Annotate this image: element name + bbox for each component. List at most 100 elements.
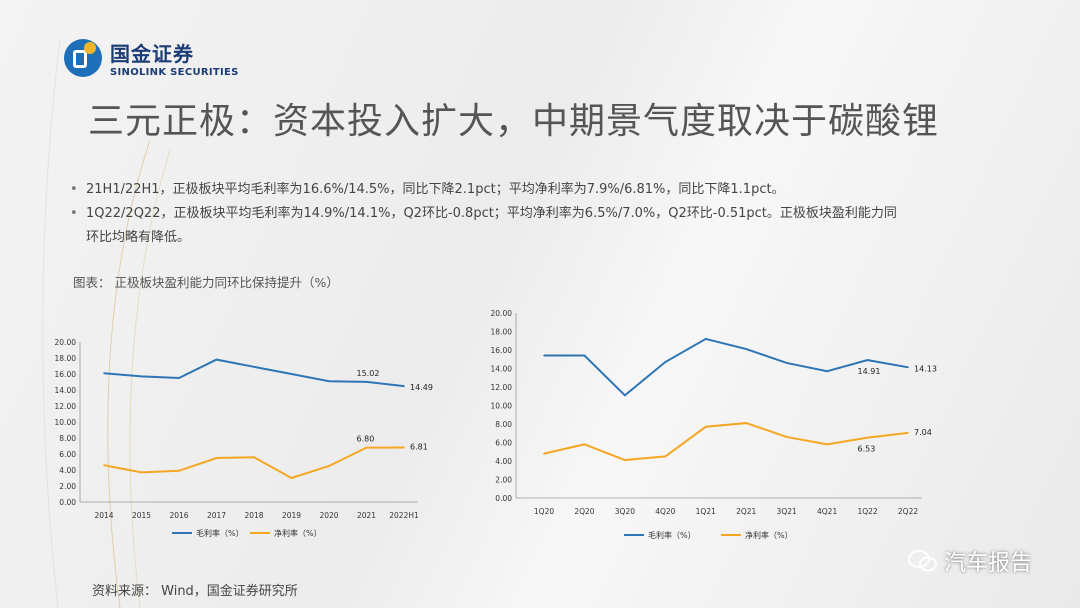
data-point <box>907 432 909 434</box>
x-tick-label: 3Q20 <box>615 507 635 516</box>
data-point <box>785 362 788 364</box>
wechat-icon <box>908 550 937 572</box>
data-point <box>215 358 218 361</box>
data-point <box>103 464 105 467</box>
data-point <box>215 457 218 459</box>
x-tick-label: 2018 <box>244 511 263 520</box>
y-tick-label: 6.00 <box>495 439 512 448</box>
y-tick-label: 14.00 <box>491 365 513 374</box>
data-point <box>866 436 869 439</box>
data-point <box>328 465 330 467</box>
series-line-gross-margin <box>544 337 909 397</box>
data-point <box>583 443 586 446</box>
x-tick-label: 2021 <box>357 511 376 520</box>
bullet-dot-icon: • <box>70 182 78 197</box>
slide-title: 三元正极：资本投入扩大，中期景气度取决于碳酸锂 <box>88 101 940 142</box>
data-label: 14.13 <box>914 364 937 373</box>
data-label: 6.80 <box>357 435 375 444</box>
x-tick-label: 2Q21 <box>736 507 756 516</box>
data-point <box>826 443 828 446</box>
legend-label: 毛利率（%） <box>196 528 244 538</box>
figure-title: 图表： 正极板块盈利能力同环比保持提升（%） <box>73 275 339 290</box>
x-tick-label: 2017 <box>207 511 226 520</box>
data-point <box>624 459 626 461</box>
y-tick-label: 6.00 <box>59 450 76 459</box>
data-point <box>140 471 143 474</box>
bullet-text: 21H1/22H1，正极板块平均毛利率为16.6%/14.5%，同比下降2.1p… <box>86 182 785 197</box>
data-label: 6.81 <box>410 443 428 452</box>
data-label: 14.49 <box>410 383 433 392</box>
bullet-text: 环比均略有降低。 <box>86 230 191 245</box>
legend-label: 毛利率（%） <box>648 530 696 540</box>
data-point <box>290 373 293 375</box>
x-tick-label: 3Q21 <box>777 507 797 516</box>
y-tick-label: 10.00 <box>491 402 513 411</box>
x-tick-label: 2Q20 <box>574 507 594 516</box>
y-tick-label: 20.00 <box>55 338 77 347</box>
bullet-dot-icon: • <box>70 206 78 221</box>
data-point <box>178 377 180 379</box>
y-tick-label: 2.00 <box>59 482 76 491</box>
data-point <box>583 354 586 357</box>
x-tick-label: 2015 <box>132 511 151 520</box>
x-tick-label: 2016 <box>169 511 188 520</box>
series-line-net-margin <box>543 422 909 462</box>
y-tick-label: 4.00 <box>495 457 512 466</box>
data-point <box>624 394 626 397</box>
y-tick-label: 4.00 <box>59 466 76 475</box>
data-point <box>543 452 545 455</box>
y-tick-label: 8.00 <box>59 434 76 443</box>
data-point <box>178 470 180 472</box>
watermark-text: 汽车报告 <box>944 551 1033 576</box>
data-point <box>826 370 828 373</box>
logo-cn-text: 国金证券 <box>110 42 194 66</box>
data-point <box>403 385 405 387</box>
y-tick-label: 16.00 <box>491 346 513 355</box>
x-tick-label: 4Q21 <box>817 507 837 516</box>
data-point <box>704 338 707 340</box>
y-tick-label: 8.00 <box>495 420 512 429</box>
data-point <box>664 361 667 363</box>
data-label: 7.04 <box>914 428 932 437</box>
x-tick-label: 2022H1 <box>389 511 419 520</box>
data-point <box>253 456 255 459</box>
y-tick-label: 20.00 <box>491 309 513 318</box>
y-tick-label: 16.00 <box>55 370 77 379</box>
data-point <box>328 380 330 383</box>
legend-label: 净利率（%） <box>745 530 793 540</box>
y-tick-label: 18.00 <box>55 354 77 363</box>
y-tick-label: 10.00 <box>55 418 77 427</box>
x-tick-label: 2019 <box>282 511 301 520</box>
x-tick-label: 1Q20 <box>534 507 554 516</box>
bullet-continuation: 环比均略有降低。 <box>70 226 1010 250</box>
data-point <box>704 425 707 428</box>
legend-label: 净利率（%） <box>274 528 322 538</box>
data-point <box>543 354 545 357</box>
data-label: 15.02 <box>357 369 380 378</box>
data-point <box>253 366 255 368</box>
bullet-item: • 21H1/22H1，正极板块平均毛利率为16.6%/14.5%，同比下降2.… <box>70 178 1010 202</box>
bullet-text: 1Q22/2Q22，正极板块平均毛利率为14.9%/14.1%，Q2环比-0.8… <box>86 206 897 221</box>
x-tick-label: 2Q22 <box>898 507 918 516</box>
source-note: 资料来源： Wind，国金证券研究所 <box>92 584 298 599</box>
data-point <box>664 455 667 458</box>
data-point <box>290 477 293 479</box>
x-tick-label: 1Q21 <box>696 507 716 516</box>
x-tick-label: 4Q20 <box>655 507 675 516</box>
data-label: 6.53 <box>858 445 876 454</box>
x-tick-label: 2014 <box>94 511 113 520</box>
data-point <box>140 375 143 378</box>
x-tick-label: 1Q22 <box>857 507 877 516</box>
y-tick-label: 12.00 <box>55 402 77 411</box>
bullet-list: • 21H1/22H1，正极板块平均毛利率为16.6%/14.5%，同比下降2.… <box>70 178 1010 250</box>
data-point <box>866 359 869 361</box>
data-point <box>785 436 788 438</box>
data-point <box>745 348 748 350</box>
data-point <box>907 366 909 369</box>
data-point <box>103 372 105 375</box>
y-tick-label: 18.00 <box>491 328 513 337</box>
data-point <box>365 381 368 383</box>
